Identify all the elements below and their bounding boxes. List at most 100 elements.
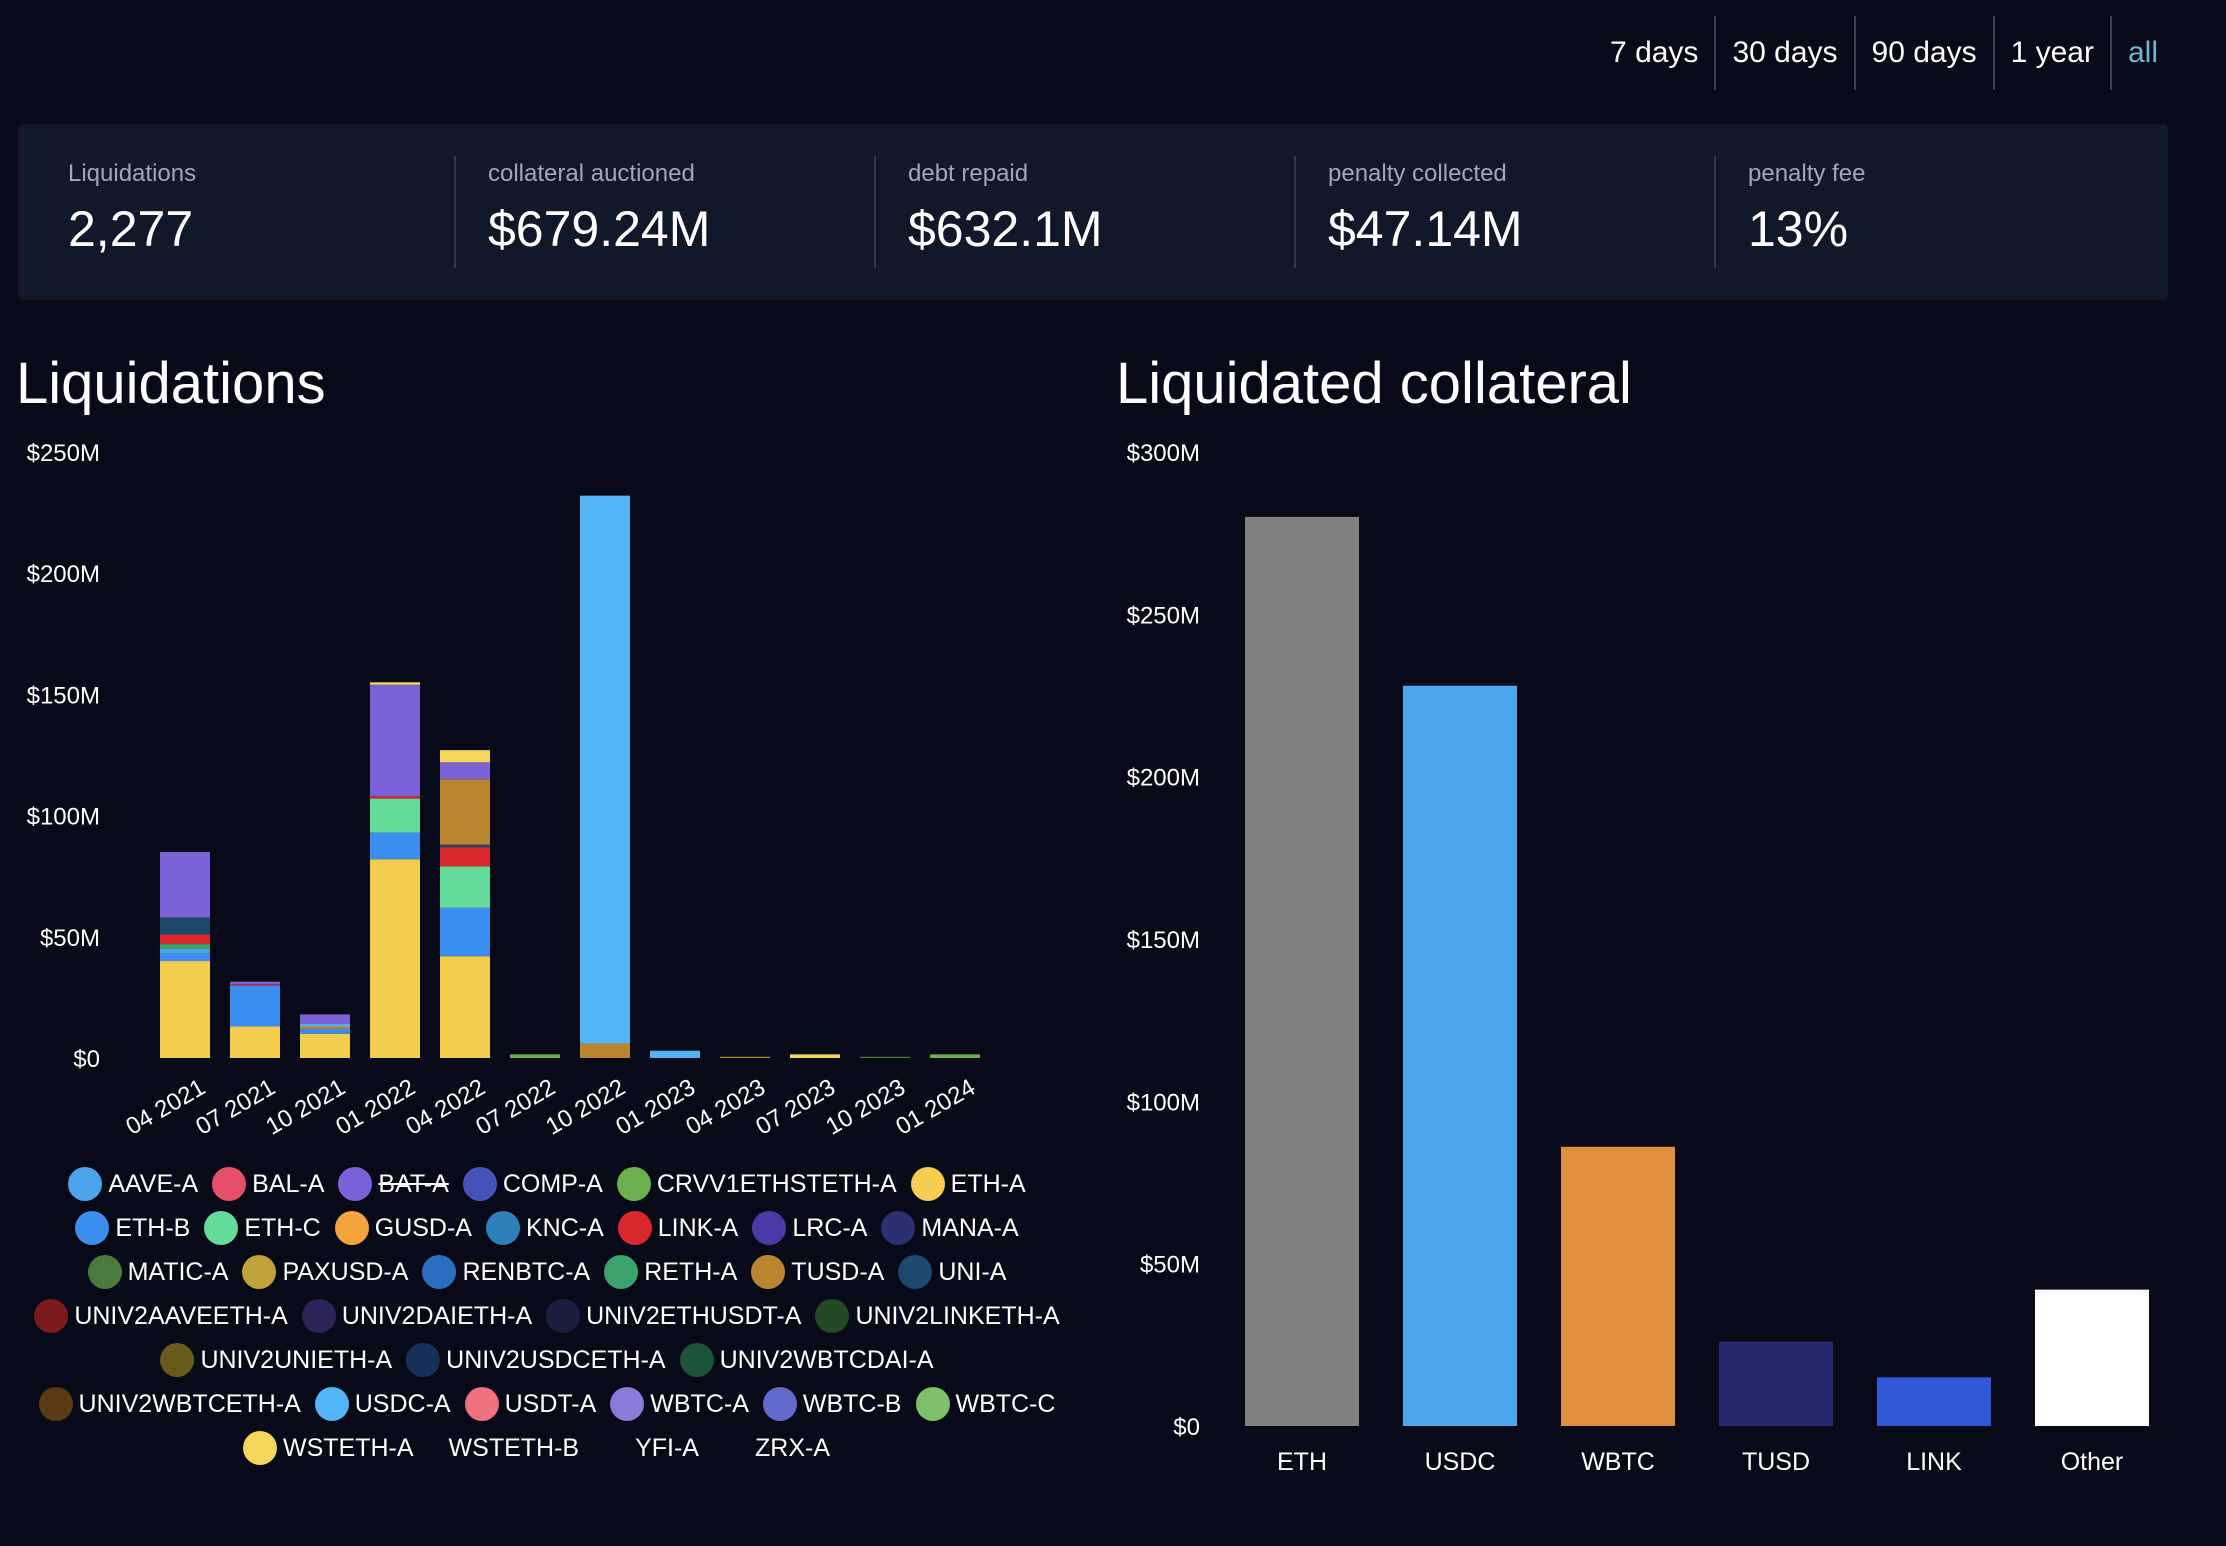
bar-segment-bat-a[interactable]	[440, 762, 490, 780]
legend-item-gusd-a[interactable]: GUSD-A	[334, 1210, 472, 1246]
legend-swatch-icon	[881, 1211, 916, 1245]
legend-item-univ2linketh-a[interactable]: UNIV2LINKETH-A	[815, 1298, 1060, 1334]
legend-item-wbtc-b[interactable]: WBTC-B	[762, 1386, 902, 1422]
bar-segment-eth-a[interactable]	[370, 859, 420, 1058]
bar-segment-eth-b[interactable]	[160, 953, 210, 962]
legend-item-wsteth-a[interactable]: WSTETH-A	[243, 1430, 414, 1466]
legend-item-comp-a[interactable]: COMP-A	[462, 1166, 603, 1202]
bar-segment-eth-c[interactable]	[370, 798, 420, 833]
bar-segment-bat-a[interactable]	[230, 981, 280, 985]
bar-segment-usdc-a[interactable]	[580, 495, 630, 1044]
bar-segment-bat-a[interactable]	[370, 684, 420, 797]
range-tab-all[interactable]: all	[2109, 16, 2174, 90]
range-tab-30-days[interactable]: 30 days	[1714, 16, 1853, 90]
bar-segment-crvv1ethsteth-a[interactable]	[930, 1054, 980, 1058]
x-tick-label: 07 2021	[191, 1074, 280, 1141]
bar-tusd[interactable]	[1719, 1341, 1833, 1426]
bar-segment-matic-a[interactable]	[860, 1056, 910, 1058]
legend-item-univ2ethusdt-a[interactable]: UNIV2ETHUSDT-A	[546, 1298, 801, 1334]
bar-segment-eth-b[interactable]	[440, 907, 490, 957]
legend-item-univ2wbtceth-a[interactable]: UNIV2WBTCETH-A	[38, 1386, 301, 1422]
legend-label: BAT-A	[378, 1169, 449, 1198]
bar-segment-tusd-a[interactable]	[580, 1043, 630, 1058]
bar-segment-wsteth-a[interactable]	[370, 682, 420, 685]
bar-segment-wsteth-a[interactable]	[440, 750, 490, 763]
bar-segment-link-a[interactable]	[160, 934, 210, 945]
x-tick-label: 10 2023	[821, 1074, 910, 1141]
legend-item-bal-a[interactable]: BAL-A	[212, 1166, 324, 1202]
bar-segment-eth-b[interactable]	[300, 1028, 350, 1034]
legend-item-univ2wbtcdai-a[interactable]: UNIV2WBTCDAI-A	[679, 1342, 934, 1378]
range-tab-90-days[interactable]: 90 days	[1853, 16, 1993, 90]
bar-segment-usdc-a[interactable]	[300, 1024, 350, 1027]
legend-swatch-icon	[898, 1255, 933, 1289]
legend-item-yfi-a[interactable]: YFI-A	[635, 1430, 699, 1466]
legend-item-usdt-a[interactable]: USDT-A	[464, 1386, 596, 1422]
legend-item-link-a[interactable]: LINK-A	[617, 1210, 738, 1246]
bar-other[interactable]	[2035, 1289, 2149, 1426]
bar-link[interactable]	[1877, 1377, 1991, 1426]
bar-segment-eth-a[interactable]	[160, 961, 210, 1058]
range-tab-7-days[interactable]: 7 days	[1610, 36, 1699, 69]
bar-segment-link-a[interactable]	[440, 847, 490, 867]
legend-label: TUSD-A	[791, 1257, 885, 1286]
bar-segment-uni-a[interactable]	[160, 917, 210, 935]
legend-item-univ2aaveeth-a[interactable]: UNIV2AAVEETH-A	[34, 1298, 288, 1334]
legend-item-lrc-a[interactable]: LRC-A	[752, 1210, 867, 1246]
bar-segment-eth-b[interactable]	[230, 985, 280, 1027]
legend-item-bat-a[interactable]: BAT-A	[338, 1166, 449, 1202]
legend-item-eth-c[interactable]: ETH-C	[204, 1210, 321, 1246]
bar-usdc[interactable]	[1403, 685, 1517, 1426]
legend-item-matic-a[interactable]: MATIC-A	[87, 1254, 229, 1290]
bar-segment-wsteth-a[interactable]	[790, 1054, 840, 1058]
legend-label: USDC-A	[354, 1389, 451, 1418]
legend-label: CRVV1ETHSTETH-A	[656, 1169, 897, 1198]
bar-segment-crvv1ethsteth-a[interactable]	[510, 1054, 560, 1058]
y-tick-label: $200M	[1127, 765, 1200, 792]
legend-item-wbtc-c[interactable]: WBTC-C	[915, 1386, 1055, 1422]
legend-item-usdc-a[interactable]: USDC-A	[314, 1386, 451, 1422]
bar-segment-eth-b[interactable]	[370, 832, 420, 860]
bar-eth[interactable]	[1245, 516, 1359, 1426]
bar-segment-tusd-a[interactable]	[300, 1026, 350, 1029]
bar-segment-eth-a[interactable]	[300, 1033, 350, 1058]
range-tab-1-year[interactable]: 1 year	[1992, 16, 2110, 90]
y-tick-label: $250M	[1127, 602, 1200, 629]
bar-segment-eth-a[interactable]	[230, 1026, 280, 1058]
bar-segment-eth-a[interactable]	[440, 956, 490, 1058]
bar-segment-usdc-a[interactable]	[650, 1050, 700, 1058]
legend-item-aave-a[interactable]: AAVE-A	[68, 1166, 198, 1202]
legend-item-uni-a[interactable]: UNI-A	[898, 1254, 1006, 1290]
bar-segment-bat-a[interactable]	[300, 1014, 350, 1025]
bar-segment-tusd-a[interactable]	[440, 779, 490, 845]
legend-item-eth-a[interactable]: ETH-A	[910, 1166, 1026, 1202]
bar-segment-reth-a[interactable]	[160, 944, 210, 949]
bar-segment-eth-c[interactable]	[440, 866, 490, 908]
legend-item-univ2daieth-a[interactable]: UNIV2DAIETH-A	[301, 1298, 533, 1334]
legend-item-zrx-a[interactable]: ZRX-A	[755, 1430, 830, 1466]
legend-item-eth-b[interactable]: ETH-B	[75, 1210, 190, 1246]
legend-item-univ2usdceth-a[interactable]: UNIV2USDCETH-A	[406, 1342, 666, 1378]
legend-label: MATIC-A	[127, 1257, 229, 1286]
bar-segment-uni-a[interactable]	[440, 844, 490, 848]
x-tick-label: Other	[2061, 1448, 2124, 1476]
bar-segment-link-a[interactable]	[370, 796, 420, 799]
bar-wbtc[interactable]	[1561, 1146, 1675, 1426]
legend-item-knc-a[interactable]: KNC-A	[485, 1210, 604, 1246]
legend-item-tusd-a[interactable]: TUSD-A	[751, 1254, 884, 1290]
legend-item-wsteth-b[interactable]: WSTETH-B	[449, 1430, 580, 1466]
y-tick-label: $150M	[27, 682, 100, 709]
legend-item-renbtc-a[interactable]: RENBTC-A	[422, 1254, 590, 1290]
legend-item-univ2unieth-a[interactable]: UNIV2UNIETH-A	[160, 1342, 392, 1378]
bar-segment-tusd-a[interactable]	[720, 1056, 770, 1058]
legend-item-mana-a[interactable]: MANA-A	[881, 1210, 1019, 1246]
legend-item-wbtc-a[interactable]: WBTC-A	[610, 1386, 749, 1422]
bar-segment-bat-a[interactable]	[160, 851, 210, 918]
bar-segment-aave-a[interactable]	[160, 948, 210, 954]
y-tick-label: $100M	[27, 804, 100, 831]
legend-label: UNIV2DAIETH-A	[341, 1301, 533, 1330]
legend-item-crvv1ethsteth-a[interactable]: CRVV1ETHSTETH-A	[616, 1166, 897, 1202]
bar-segment-link-a[interactable]	[230, 984, 280, 986]
legend-item-paxusd-a[interactable]: PAXUSD-A	[242, 1254, 408, 1290]
legend-item-reth-a[interactable]: RETH-A	[604, 1254, 737, 1290]
